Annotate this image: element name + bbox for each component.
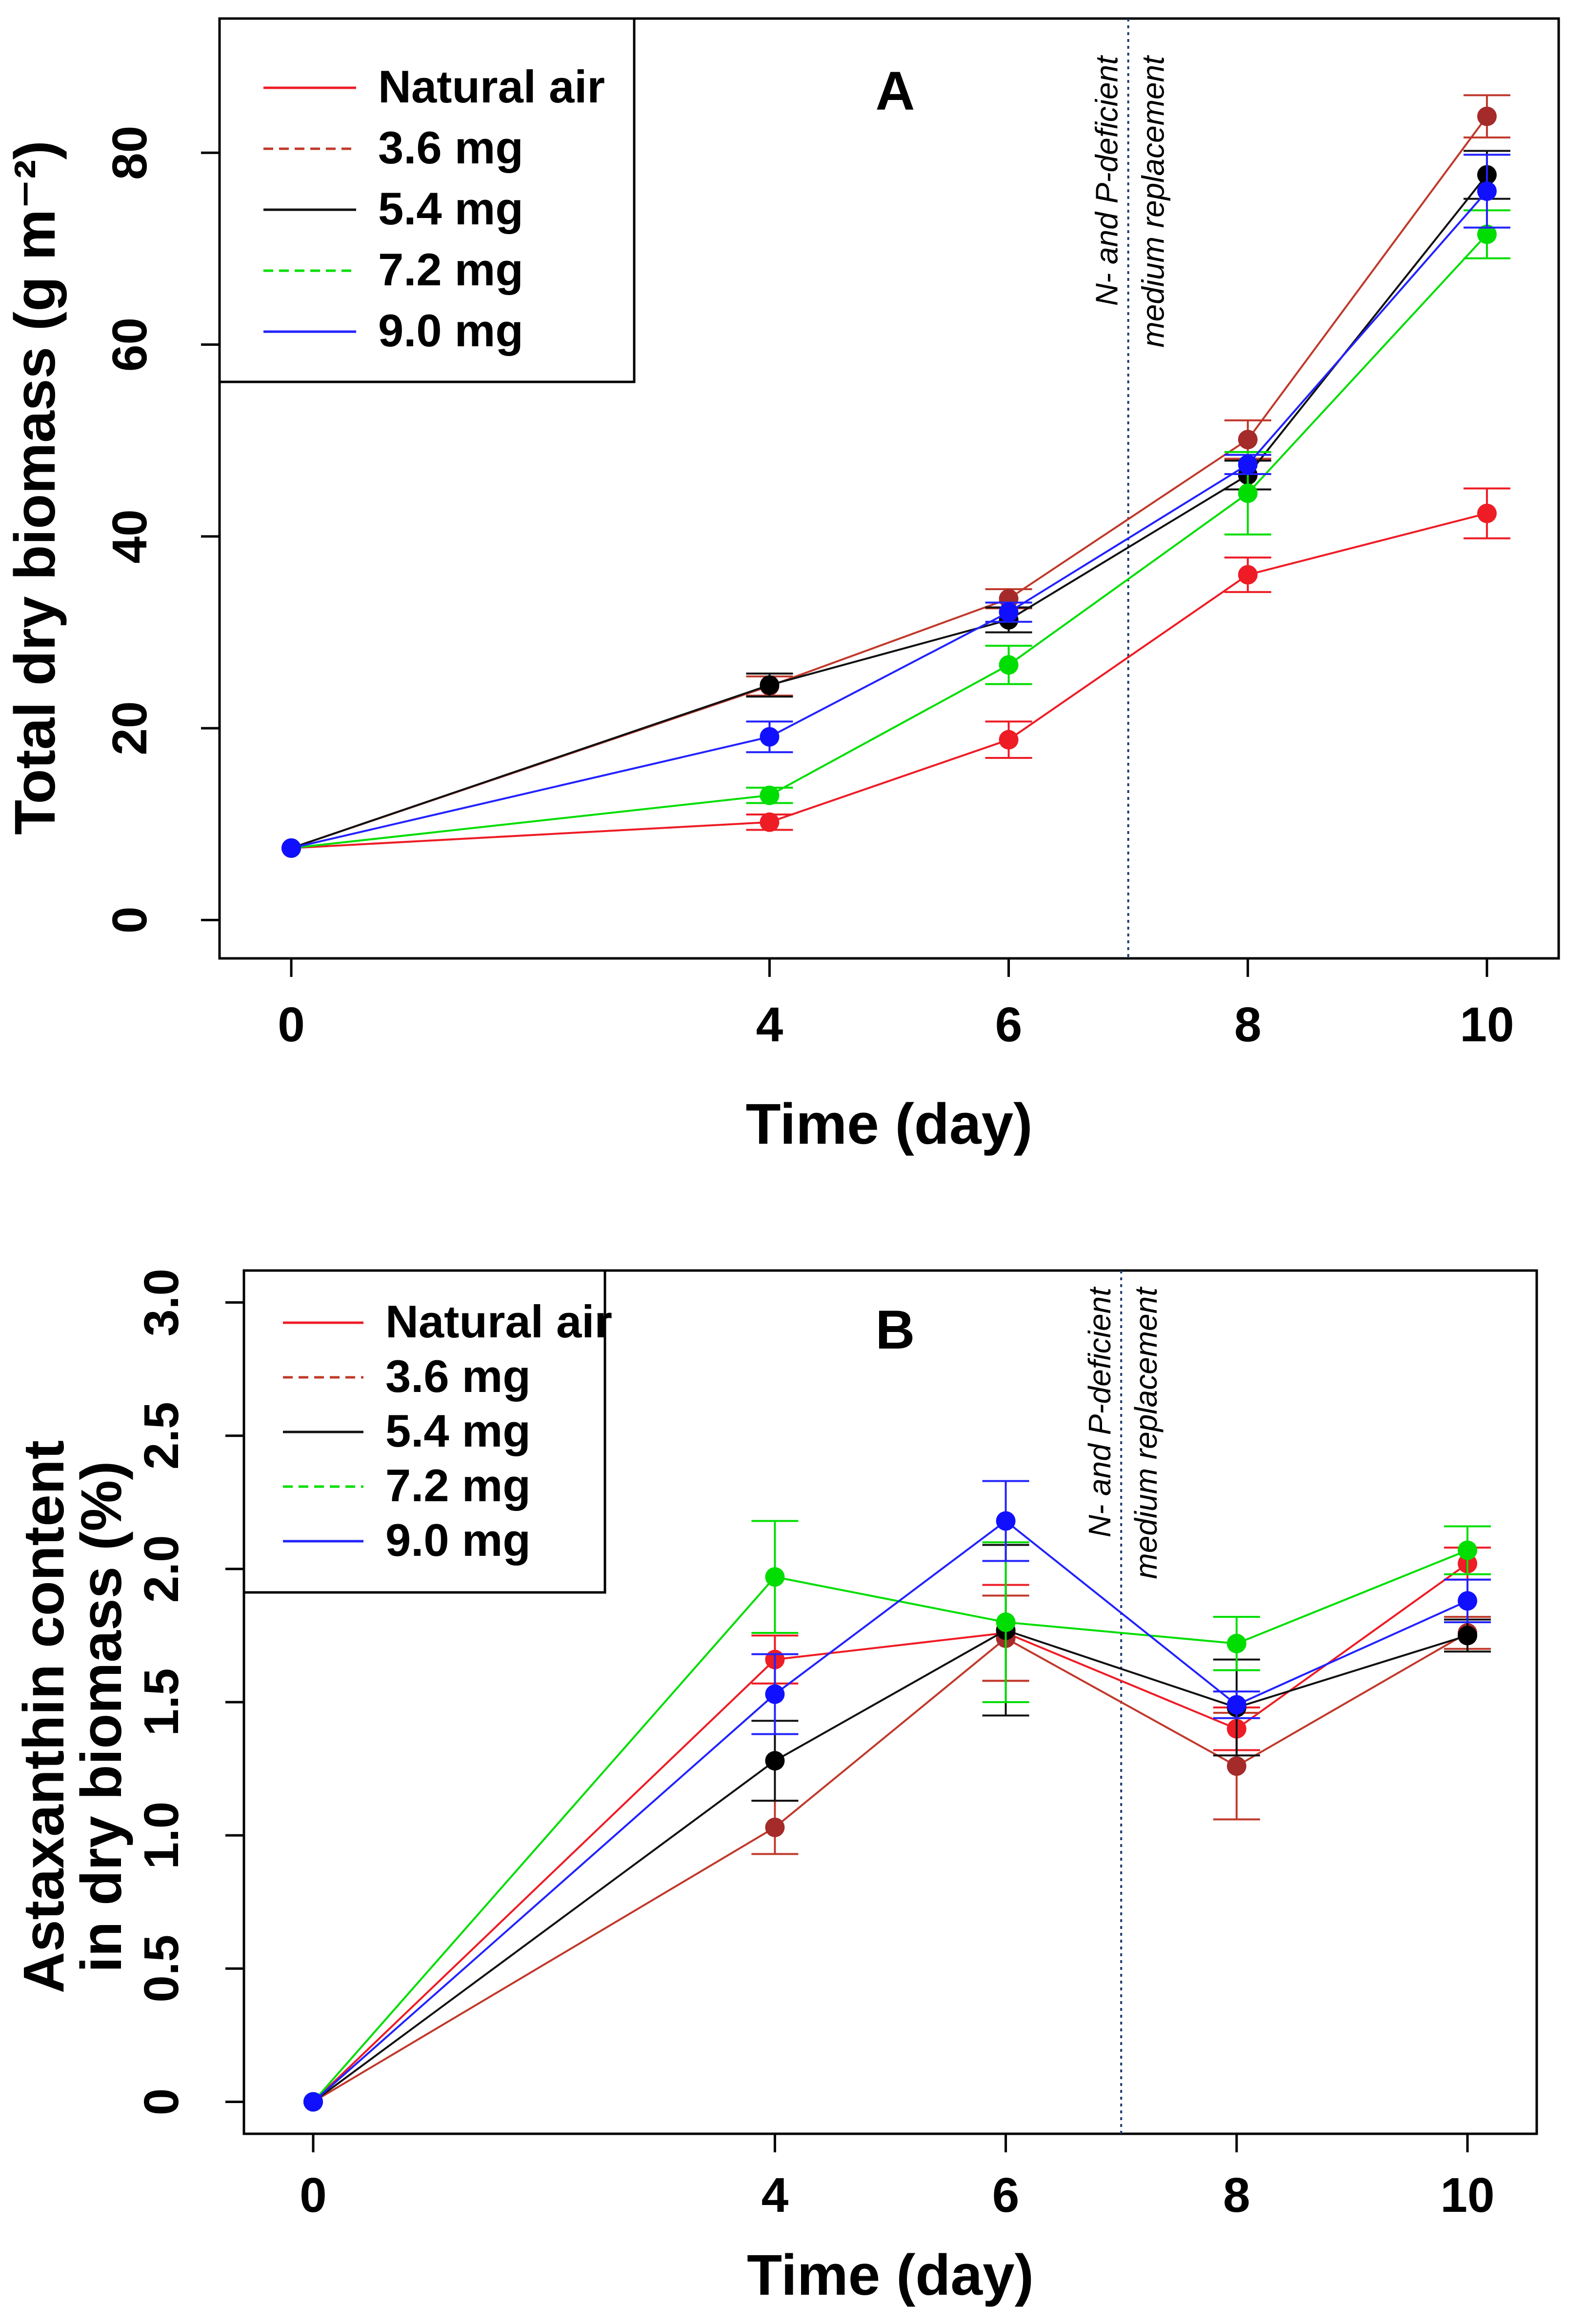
data-point: [1458, 1591, 1478, 1611]
x-tick-label: 8: [1223, 2168, 1250, 2223]
data-point: [1477, 181, 1497, 201]
y-tick-label: 2.0: [134, 1535, 189, 1603]
annotation-note-line: medium replacement: [1128, 1287, 1164, 1579]
data-point: [1477, 106, 1497, 126]
data-point: [999, 589, 1019, 609]
y-axis-title: Astaxanthin contentin dry biomass (%): [12, 1440, 134, 1993]
data-point: [996, 1511, 1016, 1531]
legend-label: 7.2 mg: [385, 1460, 531, 1511]
x-tick-label: 0: [278, 997, 305, 1052]
panel-letter: A: [876, 60, 915, 121]
chart-panel-a: 0 4 6 8 10 0 20 40 60 80 Time (day) Total dry bioma…: [3, 17, 1560, 1156]
legend-label: 5.4 mg: [378, 183, 523, 234]
data-point: [303, 2092, 323, 2112]
data-point: [1238, 565, 1258, 585]
plot-frame: [218, 17, 1560, 960]
data-point: [1238, 483, 1258, 503]
y-tick-label: 0: [134, 2088, 189, 2116]
data-point: [760, 812, 780, 832]
series-line: [312, 1632, 1468, 2103]
y-tick-label: 80: [102, 126, 157, 180]
data-point: [765, 1817, 785, 1837]
data-point: [1477, 503, 1497, 523]
x-tick-label: 0: [300, 2168, 327, 2223]
y-tick-label: 2.5: [134, 1402, 189, 1470]
y-tick-label: 1.0: [134, 1802, 189, 1869]
series-natural-air: [281, 487, 1510, 858]
data-point: [999, 730, 1019, 750]
y-tick-label: 3.0: [134, 1269, 189, 1336]
data-point: [765, 1684, 785, 1704]
series-5-4-mg: [303, 1544, 1491, 2112]
chart-panel-b: 0 4 6 8 10 0 0.5 1.0 1.5 2.0 2.5 3.0 Time (day) Astax…: [12, 1269, 1538, 2307]
y-tick-label: 1.5: [134, 1668, 189, 1736]
series-line: [312, 1563, 1468, 2103]
data-point: [765, 1567, 785, 1587]
legend-label: 3.6 mg: [378, 122, 523, 173]
series-line: [312, 1519, 1468, 2103]
data-point: [760, 675, 780, 695]
legend-label: Natural air: [378, 61, 605, 112]
annotation-note-line: medium replacement: [1136, 55, 1171, 348]
series-line: [312, 1549, 1468, 2103]
data-point: [760, 727, 780, 747]
data-point: [1458, 1626, 1478, 1646]
data-point: [1226, 1756, 1246, 1776]
annotation-note-line: N- and P-deficient: [1082, 1287, 1117, 1537]
data-point: [1238, 430, 1258, 450]
x-tick-label: 4: [756, 997, 783, 1052]
legend-label: Natural air: [385, 1296, 612, 1347]
series-7-2-mg: [303, 1520, 1491, 2112]
series-line: [312, 1629, 1468, 2103]
data-point: [281, 838, 301, 858]
y-tick-label: 0.5: [134, 1935, 189, 2003]
x-tick-label: 6: [992, 2168, 1020, 2223]
data-point: [1458, 1540, 1478, 1560]
x-tick-label: 8: [1234, 997, 1262, 1052]
data-point: [765, 1751, 785, 1771]
legend-label: 5.4 mg: [385, 1405, 531, 1456]
data-point: [999, 602, 1019, 622]
data-point: [1477, 224, 1497, 244]
y-axis-title-line: in dry biomass (%): [69, 1461, 134, 1972]
y-tick-label: 0: [102, 907, 157, 934]
series-line: [291, 512, 1487, 849]
annotation-note: N- and P-deficient medium replacement: [1082, 1287, 1164, 1579]
data-point: [999, 655, 1019, 675]
series-9-0-mg: [281, 154, 1510, 858]
y-tick-label: 60: [102, 318, 157, 372]
legend-label: 9.0 mg: [385, 1514, 531, 1566]
x-tick-label: 4: [762, 2168, 789, 2223]
data-point: [760, 785, 780, 805]
series-3-6-mg: [303, 1594, 1491, 2112]
annotation-note-line: N- and P-deficient: [1089, 55, 1124, 306]
x-tick-label: 6: [995, 997, 1023, 1052]
y-tick-label: 20: [102, 701, 157, 755]
series-7-2-mg: [281, 209, 1510, 858]
legend-box: [218, 17, 636, 383]
legend-label: 3.6 mg: [385, 1351, 531, 1402]
annotation-note: N- and P-deficient medium replacement: [1089, 55, 1171, 348]
panel-letter: B: [876, 1299, 915, 1360]
data-point: [1226, 1633, 1246, 1653]
legend-label: 9.0 mg: [378, 305, 523, 356]
y-axis-title-line: Astaxanthin content: [12, 1440, 76, 1993]
x-axis-title: Time (day): [746, 1092, 1033, 1156]
y-tick-label: 40: [102, 509, 157, 563]
data-point: [1226, 1695, 1246, 1715]
legend: Natural air 3.6 mg 5.4 mg 7.2 mg 9.0 mg: [218, 17, 636, 383]
data-point: [996, 1612, 1016, 1632]
series-natural-air: [303, 1547, 1491, 2112]
series-9-0-mg: [303, 1480, 1491, 2112]
y-axis-title: Total dry biomass (g m⁻²): [3, 140, 67, 835]
x-axis-title: Time (day): [747, 2243, 1034, 2307]
x-tick-label: 10: [1460, 997, 1514, 1052]
x-tick-label: 10: [1440, 2168, 1494, 2223]
data-point: [1238, 455, 1258, 475]
legend-label: 7.2 mg: [378, 244, 523, 295]
